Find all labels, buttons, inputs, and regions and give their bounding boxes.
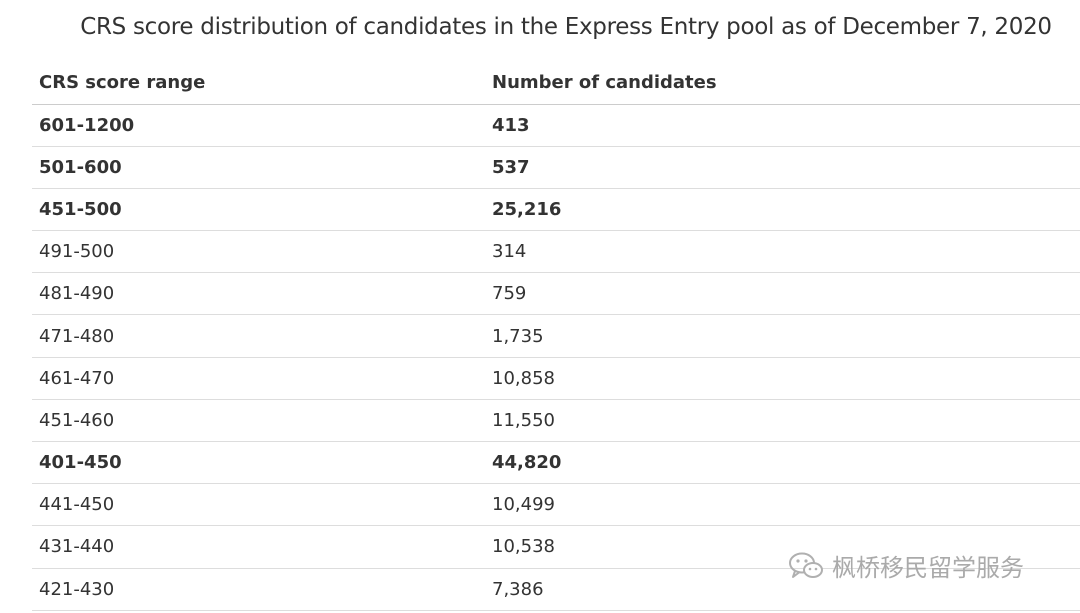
- table-caption: CRS score distribution of candidates in …: [80, 14, 1052, 40]
- table-row: 481-490 759: [32, 273, 1080, 316]
- cell-crs-score-range: 461-470: [39, 367, 115, 389]
- table-row: 401-450 44,820: [32, 442, 1080, 485]
- cell-number-of-candidates: 25,216: [492, 198, 562, 220]
- table-body: 601-1200 413 501-600 537 451-500 25,216 491-50…: [32, 105, 1080, 611]
- cell-number-of-candidates: 413: [492, 114, 530, 136]
- table-row: 451-500 25,216: [32, 189, 1080, 232]
- cell-number-of-candidates: 314: [492, 241, 527, 263]
- cell-crs-score-range: 481-490: [39, 283, 115, 305]
- cell-crs-score-range: 451-500: [39, 198, 122, 220]
- cell-number-of-candidates: 759: [492, 283, 527, 305]
- cell-number-of-candidates: 44,820: [492, 452, 562, 474]
- cell-number-of-candidates: 537: [492, 156, 530, 178]
- table-row: 471-480 1,735: [32, 315, 1080, 358]
- cell-crs-score-range: 431-440: [39, 536, 115, 558]
- cell-number-of-candidates: 10,499: [492, 494, 555, 516]
- crs-distribution-table: CRS score range Number of candidates 601…: [32, 62, 1080, 611]
- table-header-row: CRS score range Number of candidates: [32, 62, 1080, 105]
- cell-crs-score-range: 471-480: [39, 325, 115, 347]
- wechat-icon: [789, 552, 823, 578]
- cell-number-of-candidates: 7,386: [492, 578, 544, 600]
- cell-crs-score-range: 601-1200: [39, 114, 135, 136]
- table-row: 491-500 314: [32, 231, 1080, 274]
- table-row: 461-470 10,858: [32, 358, 1080, 400]
- table-row: 501-600 537: [32, 147, 1080, 189]
- cell-crs-score-range: 491-500: [39, 241, 115, 263]
- cell-number-of-candidates: 1,735: [492, 325, 544, 347]
- cell-crs-score-range: 501-600: [39, 156, 122, 178]
- table-row: 431-440 10,538: [32, 526, 1080, 569]
- cell-crs-score-range: 401-450: [39, 452, 122, 474]
- cell-number-of-candidates: 10,858: [492, 367, 555, 389]
- header-number-of-candidates: Number of candidates: [492, 72, 717, 94]
- table-row: 451-460 11,550: [32, 400, 1080, 442]
- cell-crs-score-range: 421-430: [39, 578, 115, 600]
- cell-crs-score-range: 441-450: [39, 494, 115, 516]
- table-row: 601-1200 413: [32, 105, 1080, 147]
- watermark: 枫桥移民留学服务: [788, 548, 1024, 583]
- cell-number-of-candidates: 10,538: [492, 536, 555, 558]
- table-row: 441-450 10,499: [32, 484, 1080, 527]
- cell-crs-score-range: 451-460: [39, 409, 115, 431]
- table-row: 421-430 7,386: [32, 569, 1080, 611]
- watermark-text: 枫桥移民留学服务: [832, 554, 1024, 582]
- cell-number-of-candidates: 11,550: [492, 409, 555, 431]
- header-crs-score-range: CRS score range: [39, 72, 206, 94]
